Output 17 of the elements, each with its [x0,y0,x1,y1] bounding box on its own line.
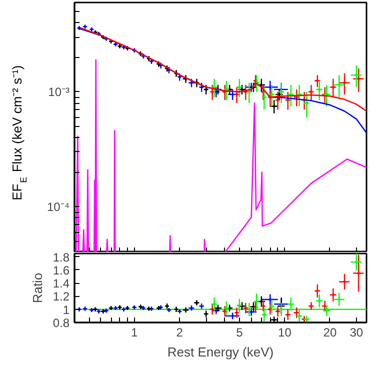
y-tick-label: 10⁻³ [48,84,70,99]
y-tick-label: 0.8 [52,316,70,330]
x-tick-label: 20 [323,326,337,340]
x-tick-label: 1 [130,326,138,340]
y-tick-label: 1.6 [52,263,70,278]
x-tick-label: 2 [176,326,184,340]
y-tick-label: 1 [62,302,70,317]
y-tick-label: 1.4 [52,276,70,291]
x-tick-label: 30 [350,326,364,340]
y-tick-label: 1.8 [52,250,70,264]
y-tick-label: 10⁻⁴ [46,200,70,214]
x-axis-title: Rest Energy (keV) [167,344,274,360]
x-tick-label: 10 [278,326,292,340]
x-tick-label: 5 [236,326,244,340]
y-tick-label: 1.2 [52,290,70,304]
y-axis-title: Ratio [30,272,45,304]
y-axis-title: EFE Flux (keV cm⁻² s⁻¹) [10,65,28,200]
